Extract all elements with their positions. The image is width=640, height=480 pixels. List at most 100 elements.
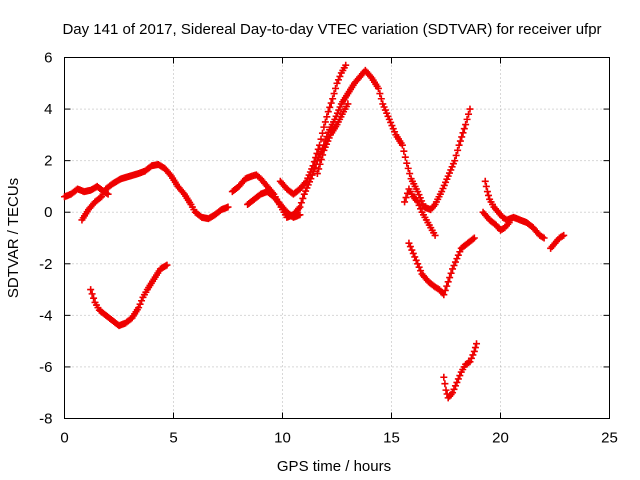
data-point-marker (96, 194, 104, 202)
y-tick-label: -6 (39, 359, 52, 376)
data-point-marker (473, 340, 481, 348)
data-point-marker (376, 90, 384, 98)
data-point-marker (406, 243, 414, 251)
data-point-marker (444, 278, 452, 286)
data-point-marker (471, 344, 479, 352)
data-point-marker (452, 151, 460, 159)
y-tick-label: 4 (44, 101, 52, 118)
data-point-marker (446, 274, 454, 282)
data-point-marker (470, 234, 478, 242)
data-point-marker (451, 157, 459, 165)
data-point-marker (163, 261, 171, 269)
x-tick-label: 20 (492, 430, 509, 447)
chart-title: Day 141 of 2017, Sidereal Day-to-day VTE… (62, 21, 601, 38)
data-point-marker (402, 194, 410, 202)
data-point-marker (417, 205, 425, 213)
data-point-marker (296, 203, 304, 211)
data-point-marker (317, 156, 325, 164)
data-point-marker (138, 297, 146, 305)
data-point-marker (314, 145, 322, 153)
data-point-marker (313, 149, 321, 157)
data-point-marker (441, 286, 449, 294)
data-point-marker (558, 232, 566, 240)
data-point-marker (344, 100, 352, 108)
data-point-marker (309, 162, 317, 170)
data-point-marker (408, 246, 416, 254)
data-point-marker (415, 201, 423, 209)
data-point-marker (374, 84, 382, 92)
data-point-marker (414, 198, 422, 206)
data-point-marker (462, 121, 470, 129)
data-point-marker (400, 147, 408, 155)
data-point-marker (443, 282, 451, 290)
x-tick-label: 15 (383, 430, 400, 447)
data-point-marker (88, 290, 96, 298)
y-tick-label: 6 (44, 50, 52, 67)
data-point-marker (466, 105, 474, 113)
data-point-marker (466, 358, 474, 366)
data-point-marker (398, 141, 406, 149)
data-point-marker (455, 141, 463, 149)
data-point-marker (313, 170, 321, 178)
data-point-marker (320, 123, 328, 131)
data-point-marker (330, 90, 338, 98)
data-point-marker (405, 239, 413, 247)
data-point-marker (406, 170, 414, 178)
data-point-marker (310, 158, 318, 166)
data-point-marker (450, 262, 458, 270)
y-tick-label: 0 (44, 204, 52, 221)
data-point-marker (323, 113, 331, 121)
data-point-marker (539, 233, 547, 241)
y-tick-label: 2 (44, 153, 52, 170)
tick-layer: 0 5 10 15 20 25 -8 -6 -4 -2 0 2 4 6 (39, 50, 618, 447)
data-point-marker (485, 191, 493, 199)
data-point-marker (442, 386, 450, 394)
data-point-marker (465, 359, 473, 367)
data-point-marker (342, 61, 350, 69)
data-point-marker (451, 258, 459, 266)
data-point-marker (316, 160, 324, 168)
data-point-marker (451, 382, 459, 390)
data-point-marker (467, 354, 475, 362)
data-point-marker (224, 203, 232, 211)
y-tick-label: -2 (39, 256, 52, 273)
data-point-marker (458, 133, 466, 141)
data-point-marker (456, 137, 464, 145)
data-point-marker (377, 95, 385, 103)
marks-layer (61, 61, 568, 402)
data-point-marker (440, 291, 448, 299)
data-point-marker (334, 76, 342, 84)
data-point-marker (453, 255, 461, 263)
data-point-marker (441, 380, 449, 388)
x-tick-label: 0 (60, 430, 68, 447)
data-point-marker (87, 286, 95, 294)
y-axis-label: SDTVAR / TECUs (5, 178, 22, 298)
data-point-marker (440, 373, 448, 381)
data-point-marker (326, 103, 334, 111)
data-point-marker (324, 108, 332, 116)
data-point-marker (296, 211, 304, 219)
data-point-marker (560, 231, 568, 239)
x-tick-label: 25 (601, 430, 618, 447)
data-point-marker (318, 129, 326, 137)
data-point-marker (412, 256, 420, 264)
data-point-marker (456, 248, 464, 256)
data-point-marker (401, 153, 409, 161)
data-point-marker (333, 79, 341, 87)
data-point-marker (401, 198, 409, 206)
data-point-marker (321, 118, 329, 126)
x-tick-label: 10 (274, 430, 291, 447)
data-point-marker (540, 234, 548, 242)
data-point-marker (319, 151, 327, 159)
data-point-marker (299, 194, 307, 202)
y-tick-label: -4 (39, 307, 52, 324)
data-point-marker (404, 164, 412, 172)
data-point-marker (449, 389, 457, 397)
data-point-marker (417, 267, 425, 275)
data-point-marker (316, 141, 324, 149)
data-point-marker (469, 351, 477, 359)
data-point-marker (431, 231, 439, 239)
data-point-marker (409, 249, 417, 257)
data-point-marker (415, 263, 423, 271)
